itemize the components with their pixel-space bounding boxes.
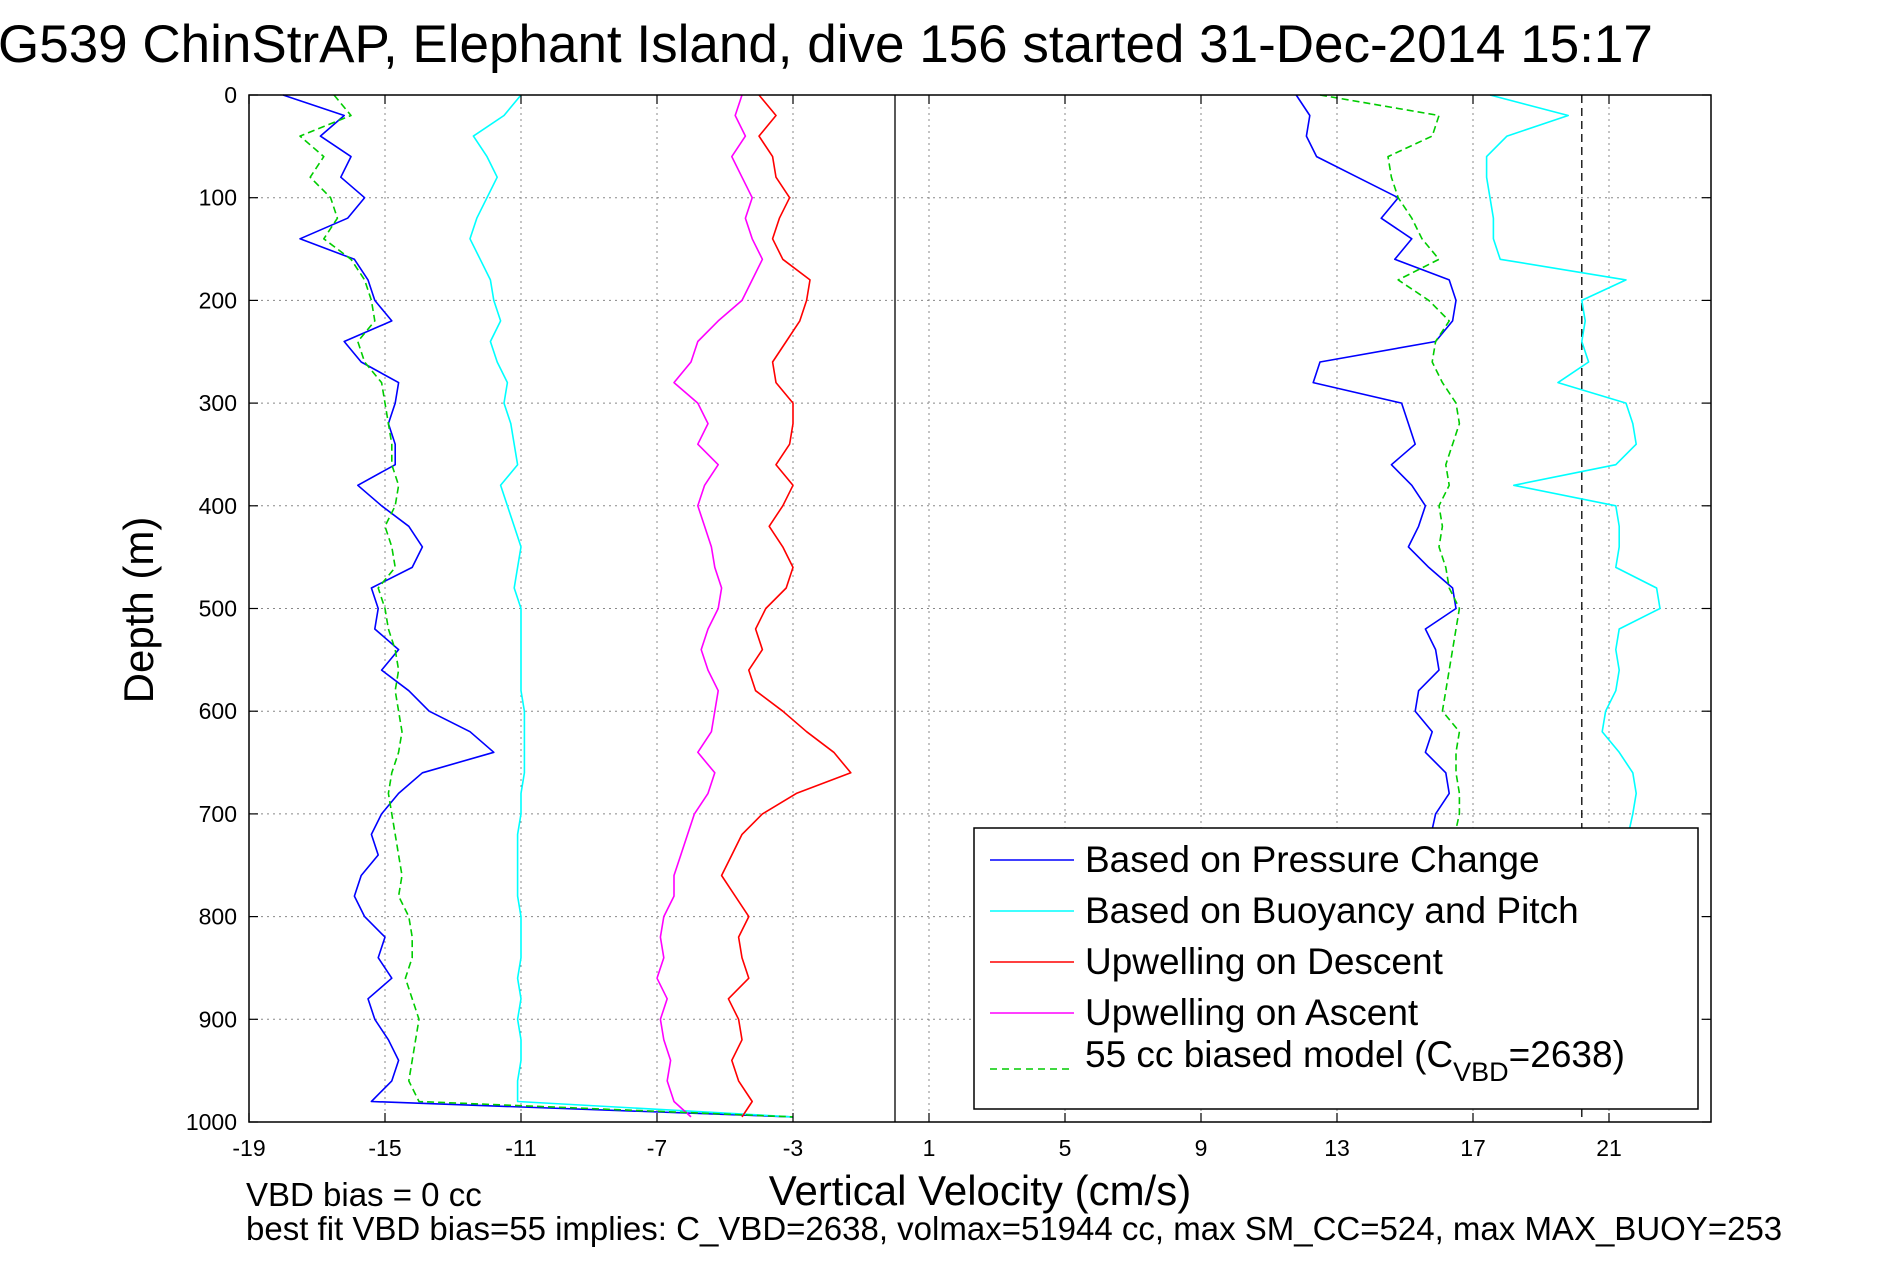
series-line-based-on-buoyancy-and-pitch-descent xyxy=(469,94,794,1118)
y-axis-ticks: 0 100 200 300 400 500 600 700 800 900 1000 xyxy=(186,82,1711,1135)
x-axis-label: Vertical Velocity (cm/s) xyxy=(769,1167,1191,1214)
legend-label-descent: Upwelling on Descent xyxy=(1085,941,1444,982)
y-tick-label: 800 xyxy=(199,904,237,930)
legend-label-ascent: Upwelling on Ascent xyxy=(1085,992,1419,1033)
legend: Based on Pressure Change Based on Buoyan… xyxy=(973,827,1699,1110)
y-tick-label: 200 xyxy=(199,287,237,313)
series-line-upwelling-on-descent xyxy=(720,94,852,1118)
legend-model-subscript: VBD xyxy=(1453,1057,1509,1087)
x-tick-label: 21 xyxy=(1596,1135,1622,1161)
x-tick-label: 1 xyxy=(923,1135,936,1161)
series-line-55-cc-biased-model-c-vbd-2638-descent xyxy=(299,94,794,1118)
series-line-based-on-pressure-change-descent xyxy=(282,94,794,1118)
series-line-upwelling-on-ascent xyxy=(656,94,764,1118)
footer-bias-line: VBD bias = 0 cc xyxy=(246,1176,482,1213)
y-tick-label: 0 xyxy=(224,82,237,108)
legend-label-pressure: Based on Pressure Change xyxy=(1085,839,1540,880)
series-lines xyxy=(282,94,1661,1118)
y-tick-label: 300 xyxy=(199,390,237,416)
x-tick-label: -7 xyxy=(647,1135,667,1161)
y-tick-label: 100 xyxy=(199,185,237,211)
y-tick-label: 500 xyxy=(199,596,237,622)
x-tick-label: -19 xyxy=(232,1135,265,1161)
series-line-55-cc-biased-model-c-vbd-2638-ascent xyxy=(1319,94,1461,830)
legend-label-model: 55 cc biased model (CVBD=2638) xyxy=(1085,1034,1625,1087)
y-axis-label: Depth (m) xyxy=(115,517,162,704)
y-tick-label: 600 xyxy=(199,698,237,724)
y-tick-label: 900 xyxy=(199,1006,237,1032)
footer-fit-line: best fit VBD bias=55 implies: C_VBD=2638… xyxy=(246,1210,1782,1247)
y-tick-label: 1000 xyxy=(186,1109,237,1135)
series-line-based-on-buoyancy-and-pitch-ascent xyxy=(1485,94,1661,830)
x-tick-label: -3 xyxy=(783,1135,803,1161)
reference-lines xyxy=(894,95,1583,1122)
legend-model-suffix: =2638) xyxy=(1509,1034,1625,1075)
legend-label-buoyancy: Based on Buoyancy and Pitch xyxy=(1085,890,1579,931)
x-axis-ticks: -19 -15 -11 -7 -3 1 5 9 13 17 21 xyxy=(232,95,1622,1161)
y-tick-label: 400 xyxy=(199,493,237,519)
x-tick-label: 17 xyxy=(1460,1135,1486,1161)
x-tick-label: -11 xyxy=(505,1135,537,1161)
chart-title: G539 ChinStrAP, Elephant Island, dive 15… xyxy=(0,15,1653,74)
x-tick-label: -15 xyxy=(368,1135,401,1161)
legend-box xyxy=(973,827,1699,1110)
legend-model-prefix: 55 cc biased model (C xyxy=(1085,1034,1453,1075)
y-tick-label: 700 xyxy=(199,801,237,827)
series-line-based-on-pressure-change-ascent xyxy=(1295,94,1457,830)
x-tick-label: 13 xyxy=(1324,1135,1350,1161)
x-tick-label: 9 xyxy=(1195,1135,1208,1161)
x-tick-label: 5 xyxy=(1059,1135,1072,1161)
